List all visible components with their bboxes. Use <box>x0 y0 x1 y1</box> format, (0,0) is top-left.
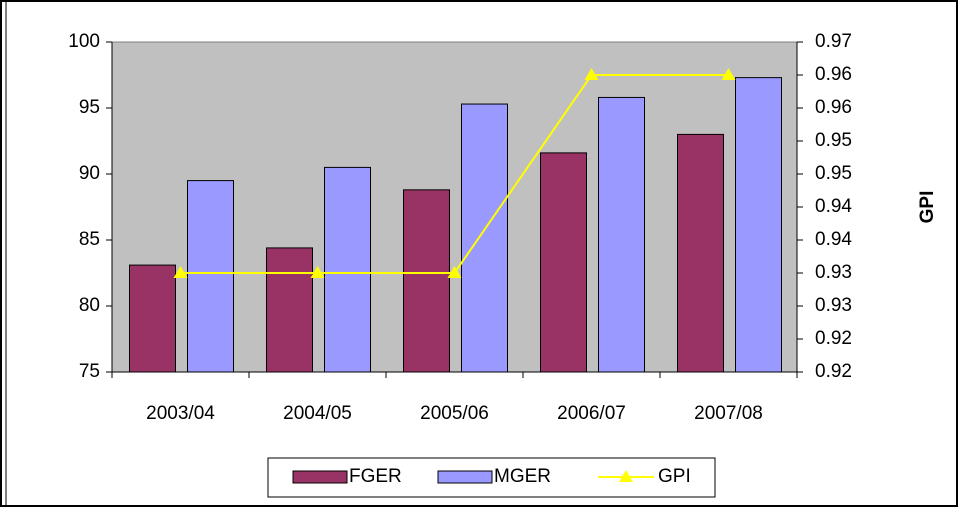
y2-tick-label: 0.93 <box>815 262 852 283</box>
y2-tick-label: 0.95 <box>815 163 852 184</box>
bar <box>461 103 508 373</box>
x-tick-label: 2007/08 <box>694 403 763 424</box>
y2-tick-label: 0.94 <box>815 229 852 250</box>
gpi-marker <box>310 266 325 278</box>
y2-tick-label: 0.93 <box>815 295 852 316</box>
legend-swatch <box>292 470 348 484</box>
bar <box>129 264 176 373</box>
gpi-marker <box>721 68 736 80</box>
legend-swatch <box>437 470 493 484</box>
bar <box>677 133 724 373</box>
gpi-marker <box>447 266 462 278</box>
bar <box>187 180 234 373</box>
y2-tick-label: 0.97 <box>815 31 852 52</box>
y2-axis-label: GPI <box>917 191 938 224</box>
y-tick-label: 85 <box>79 229 100 250</box>
bar <box>324 166 371 373</box>
bar <box>598 96 645 373</box>
y2-tick-label: 0.96 <box>815 64 852 85</box>
y2-tick-label: 0.94 <box>815 196 852 217</box>
bar <box>540 152 587 373</box>
y2-tick-label: 0.96 <box>815 97 852 118</box>
y-tick-label: 95 <box>79 97 100 118</box>
bar <box>403 189 450 373</box>
y2-tick-label: 0.95 <box>815 130 852 151</box>
y2-tick-label: 0.92 <box>815 361 852 382</box>
x-tick-label: 2006/07 <box>557 403 626 424</box>
x-tick-label: 2004/05 <box>283 403 352 424</box>
x-tick-label: 2003/04 <box>146 403 215 424</box>
gpi-marker <box>173 266 188 278</box>
legend-marker <box>619 470 633 482</box>
y-tick-label: 80 <box>79 295 100 316</box>
bar <box>735 77 782 373</box>
bar <box>266 247 313 373</box>
legend-label: GPI <box>658 466 691 487</box>
legend-label: MGER <box>494 466 551 487</box>
legend-label: FGER <box>349 466 402 487</box>
x-tick-label: 2005/06 <box>420 403 489 424</box>
y-tick-label: 90 <box>79 163 100 184</box>
y2-tick-label: 0.92 <box>815 328 852 349</box>
y-tick-label: 75 <box>79 361 100 382</box>
y-tick-label: 100 <box>68 31 100 52</box>
gpi-marker <box>584 68 599 80</box>
